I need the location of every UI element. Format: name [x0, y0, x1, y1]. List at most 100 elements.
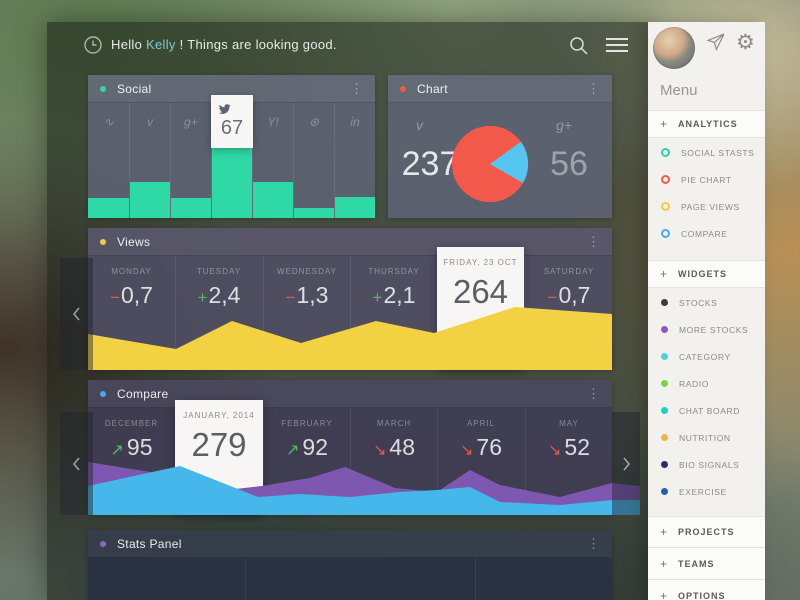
- sidebar-item-nutrition[interactable]: NUTRITION: [648, 424, 765, 451]
- views-col-thursday[interactable]: THURSDAY +2,1: [350, 256, 437, 370]
- yahoo-icon: Y!: [267, 115, 279, 129]
- sidebar-section-teams[interactable]: + TEAMS: [648, 548, 765, 580]
- social-bar[interactable]: [171, 198, 211, 218]
- social-col-dribbble[interactable]: ⊛: [293, 103, 334, 218]
- chart-title: Chart: [417, 81, 448, 96]
- stats-col-2[interactable]: ↗45 %: [245, 558, 475, 600]
- item-dot: [661, 353, 668, 360]
- sidebar-section-widgets[interactable]: + WIDGETS: [648, 260, 765, 288]
- social-menu-button[interactable]: ⋮: [350, 81, 363, 96]
- sidebar-item-chat-board[interactable]: CHAT BOARD: [648, 397, 765, 424]
- views-menu-button[interactable]: ⋮: [587, 234, 600, 249]
- item-ring-dot: [661, 202, 670, 211]
- day-label: MONDAY: [111, 267, 152, 276]
- social-col-yahoo[interactable]: Y!: [252, 103, 293, 218]
- sidebar-item-category[interactable]: CATEGORY: [648, 343, 765, 370]
- avatar[interactable]: [653, 27, 695, 69]
- social-col-linkedin[interactable]: in: [334, 103, 375, 218]
- compare-col-february[interactable]: FEBRUARY ↗ 92: [263, 408, 350, 515]
- social-col-google-plus[interactable]: g+: [170, 103, 211, 218]
- compare-col-may[interactable]: MAY ↘ 52: [525, 408, 612, 515]
- day-value: +2,4: [197, 282, 241, 308]
- month-label: DECEMBER: [104, 419, 159, 428]
- compare-col-december[interactable]: DECEMBER ↗ 95: [88, 408, 175, 515]
- views-col-saturday[interactable]: SATURDAY −0,7: [525, 256, 612, 370]
- gear-icon[interactable]: ⚙: [736, 31, 755, 54]
- month-value: ↘ 52: [548, 434, 590, 460]
- item-dot: [661, 488, 668, 495]
- search-icon[interactable]: [568, 35, 590, 62]
- item-ring-dot: [661, 175, 670, 184]
- sidebar-item-pie-chart[interactable]: PIE CHART: [648, 166, 765, 193]
- vimeo-icon: v: [147, 115, 153, 129]
- send-icon[interactable]: [706, 32, 726, 57]
- sidebar-item-radio[interactable]: RADIO: [648, 370, 765, 397]
- views-col-monday[interactable]: MONDAY −0,7: [88, 256, 175, 370]
- panel-compare: Compare ⋮ DECEMBER ↗ 95 FEBRUARY ↗ 92 MARC…: [88, 380, 640, 515]
- greeting-rest: ! Things are looking good.: [179, 37, 337, 52]
- plus-icon: +: [660, 267, 668, 281]
- social-col-vimeo[interactable]: v: [129, 103, 170, 218]
- stats-col-3[interactable]: ↘28 %: [475, 558, 612, 600]
- compare-prev-button[interactable]: [60, 412, 93, 515]
- panel-social: Social ⋮ ∿ v g+: [88, 75, 375, 218]
- panel-stats-header: Stats Panel ⋮: [88, 530, 612, 558]
- panel-chart: Chart ⋮ v 237 g+ 56: [388, 75, 612, 218]
- january-detail-card: JANUARY, 2014 279: [175, 400, 263, 515]
- panel-chart-header: Chart ⋮: [388, 75, 612, 103]
- main-content: Hello Kelly ! Things are looking good. S…: [47, 22, 648, 600]
- top-bar: Hello Kelly ! Things are looking good.: [47, 22, 648, 68]
- card-value: 279: [191, 426, 247, 463]
- sidebar-item-exercise[interactable]: EXERCISE: [648, 478, 765, 505]
- item-dot: [661, 434, 668, 441]
- compare-next-button[interactable]: [612, 412, 640, 515]
- sidebar-section-options[interactable]: + OPTIONS: [648, 580, 765, 600]
- views-col-tuesday[interactable]: TUESDAY +2,4: [175, 256, 262, 370]
- social-bar-highlighted[interactable]: [212, 147, 252, 218]
- plus-icon: +: [660, 525, 668, 539]
- compare-col-april[interactable]: APRIL ↘ 76: [437, 408, 524, 515]
- greeting-text: Hello Kelly ! Things are looking good.: [111, 37, 337, 52]
- day-label: TUESDAY: [196, 267, 242, 276]
- stat-value: ↘28 %: [476, 597, 612, 600]
- social-col-twitter[interactable]: 67: [211, 95, 253, 218]
- day-label: THURSDAY: [368, 267, 420, 276]
- chart-accent-dot: [400, 85, 406, 92]
- sidebar-item-more-stocks[interactable]: MORE STOCKS: [648, 316, 765, 343]
- views-col-wednesday[interactable]: WEDNESDAY −1,3: [263, 256, 350, 370]
- social-bar[interactable]: [253, 182, 293, 218]
- compare-accent-dot: [100, 390, 106, 397]
- compare-columns: DECEMBER ↗ 95 FEBRUARY ↗ 92 MARCH ↘ 48 APRI…: [88, 408, 612, 515]
- compare-col-march[interactable]: MARCH ↘ 48: [350, 408, 437, 515]
- panel-compare-header: Compare ⋮: [88, 380, 612, 408]
- compare-title: Compare: [117, 386, 169, 401]
- social-bar[interactable]: [130, 182, 170, 218]
- sidebar-section-analytics[interactable]: + ANALYTICS: [648, 110, 765, 138]
- hamburger-menu-icon[interactable]: [606, 38, 628, 56]
- sidebar-item-page-views[interactable]: PAGE VIEWS: [648, 193, 765, 220]
- sidebar-item-compare[interactable]: COMPARE: [648, 220, 765, 247]
- stumbleupon-icon: ∿: [103, 115, 114, 129]
- sidebar-item-bio-signals[interactable]: BIO SIGNALS: [648, 451, 765, 478]
- sidebar-item-stocks[interactable]: STOCKS: [648, 289, 765, 316]
- month-value: ↗ 95: [110, 434, 153, 460]
- social-bar-chart: ∿ v g+ 67: [88, 95, 375, 218]
- views-prev-button[interactable]: [60, 258, 93, 370]
- dribbble-icon: ⊛: [308, 115, 320, 129]
- google-plus-value: 56: [550, 145, 588, 183]
- social-bar[interactable]: [335, 197, 375, 218]
- plus-icon: +: [660, 556, 668, 571]
- social-bar[interactable]: [88, 198, 129, 218]
- clock-icon: [82, 34, 104, 61]
- social-col-stumbleupon[interactable]: ∿: [88, 103, 129, 218]
- sidebar-section-projects[interactable]: + PROJECTS: [648, 516, 765, 548]
- sidebar-item-social-stasts[interactable]: SOCIAL STASTS: [648, 139, 765, 166]
- stats-menu-button[interactable]: ⋮: [587, 536, 600, 551]
- panel-views-header: Views ⋮: [88, 228, 612, 256]
- social-bar[interactable]: [294, 207, 334, 218]
- compare-menu-button[interactable]: ⋮: [587, 386, 600, 401]
- stats-col-1[interactable]: ↘28 %: [88, 558, 245, 600]
- pie-secondary-slice: [490, 141, 529, 184]
- chart-menu-button[interactable]: ⋮: [587, 81, 600, 96]
